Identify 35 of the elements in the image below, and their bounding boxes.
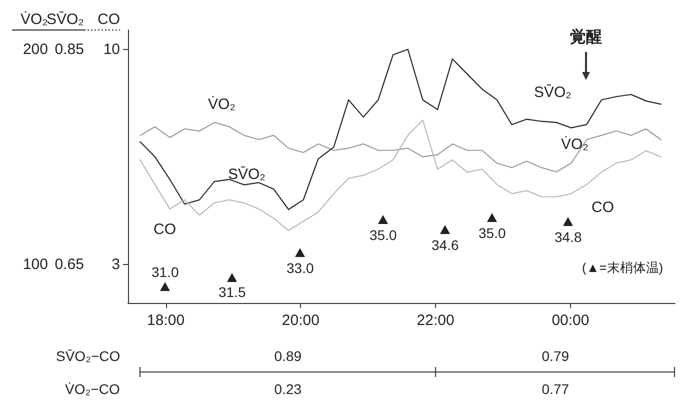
annotation: 35.0 (478, 225, 506, 241)
annotation: 33.0 (286, 260, 314, 276)
annotation: (▲=末梢体温) (582, 260, 664, 276)
text: 0.79 (542, 348, 570, 364)
text: 0.89 (274, 348, 302, 364)
annotation: 覚醒 (570, 29, 602, 46)
y3-tick-label: 10 (103, 40, 120, 58)
annotation: 35.0 (370, 227, 397, 243)
y2-tick-label: 0.65 (54, 256, 84, 273)
series-label: CO (154, 221, 176, 238)
series-label: V̇O₂ (561, 136, 588, 153)
text: V̇O₂ (208, 96, 236, 113)
text: 0.23 (274, 381, 302, 397)
annotation: 31.5 (218, 284, 246, 300)
x-tick-label: 22:00 (416, 312, 454, 329)
y3-tick-label: 3 (112, 256, 120, 273)
annotation: 34.6 (432, 237, 459, 253)
text: SV̄O₂−CO (56, 348, 120, 364)
text: CO (592, 199, 614, 216)
text: 0.77 (542, 381, 570, 397)
line-series (140, 48, 662, 210)
series-label: SV̄O₂ (228, 166, 266, 183)
x-tick-label: 18:00 (146, 312, 185, 329)
x-tick-label: 20:00 (282, 312, 320, 329)
x-tick-label: 00:00 (552, 312, 590, 329)
y-axis-title: V̇O₂ (20, 10, 48, 28)
y2-axis-title: SV̄O₂ (46, 11, 84, 28)
annotation: 34.8 (554, 229, 582, 245)
y2-tick-label: 0.85 (54, 40, 84, 58)
y3-axis-title: CO (98, 11, 120, 28)
y-tick-label: 200 (22, 40, 48, 58)
text: SV̄O₂ (534, 84, 572, 101)
annotation: 31.0 (152, 264, 179, 280)
text: V̇O₂−CO (65, 381, 120, 397)
y-tick-label: 100 (22, 256, 48, 273)
